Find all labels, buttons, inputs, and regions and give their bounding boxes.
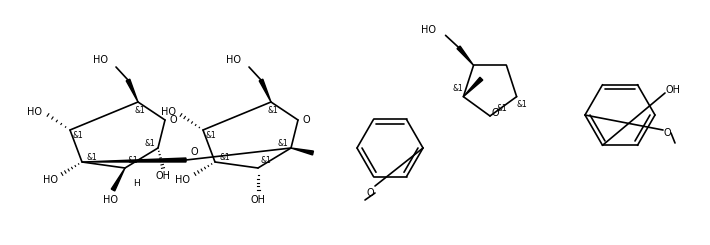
Polygon shape	[464, 77, 483, 97]
Text: &1: &1	[261, 156, 271, 164]
Text: HO: HO	[420, 25, 435, 35]
Text: O: O	[366, 188, 373, 198]
Text: &1: &1	[87, 152, 97, 161]
Text: HO: HO	[93, 55, 108, 65]
Polygon shape	[111, 168, 125, 191]
Text: HO: HO	[175, 175, 190, 185]
Polygon shape	[291, 148, 313, 155]
Polygon shape	[259, 79, 271, 102]
Text: &1: &1	[516, 100, 527, 109]
Text: &1: &1	[496, 103, 508, 112]
Text: &1: &1	[453, 84, 464, 93]
Text: O: O	[169, 115, 177, 125]
Polygon shape	[457, 46, 474, 65]
Text: HO: HO	[102, 195, 117, 205]
Text: OH: OH	[251, 195, 266, 205]
Text: HO: HO	[226, 55, 241, 65]
Text: O: O	[491, 108, 499, 118]
Text: HO: HO	[160, 107, 175, 117]
Polygon shape	[82, 158, 186, 162]
Text: &1: &1	[135, 106, 146, 114]
Text: &1: &1	[268, 106, 278, 114]
Text: OH: OH	[665, 85, 680, 95]
Text: HO: HO	[43, 175, 58, 185]
Text: O: O	[663, 128, 671, 138]
Text: O: O	[302, 115, 310, 125]
Text: &1: &1	[219, 152, 230, 161]
Text: O: O	[190, 147, 198, 157]
Text: &1: &1	[128, 156, 138, 164]
Text: &1: &1	[206, 131, 217, 139]
Text: HO: HO	[28, 107, 43, 117]
Polygon shape	[126, 79, 138, 102]
Text: OH: OH	[155, 171, 170, 181]
Text: &1: &1	[145, 138, 155, 147]
Text: &1: &1	[72, 131, 83, 139]
Text: &1: &1	[278, 138, 288, 147]
Text: H: H	[133, 179, 141, 187]
